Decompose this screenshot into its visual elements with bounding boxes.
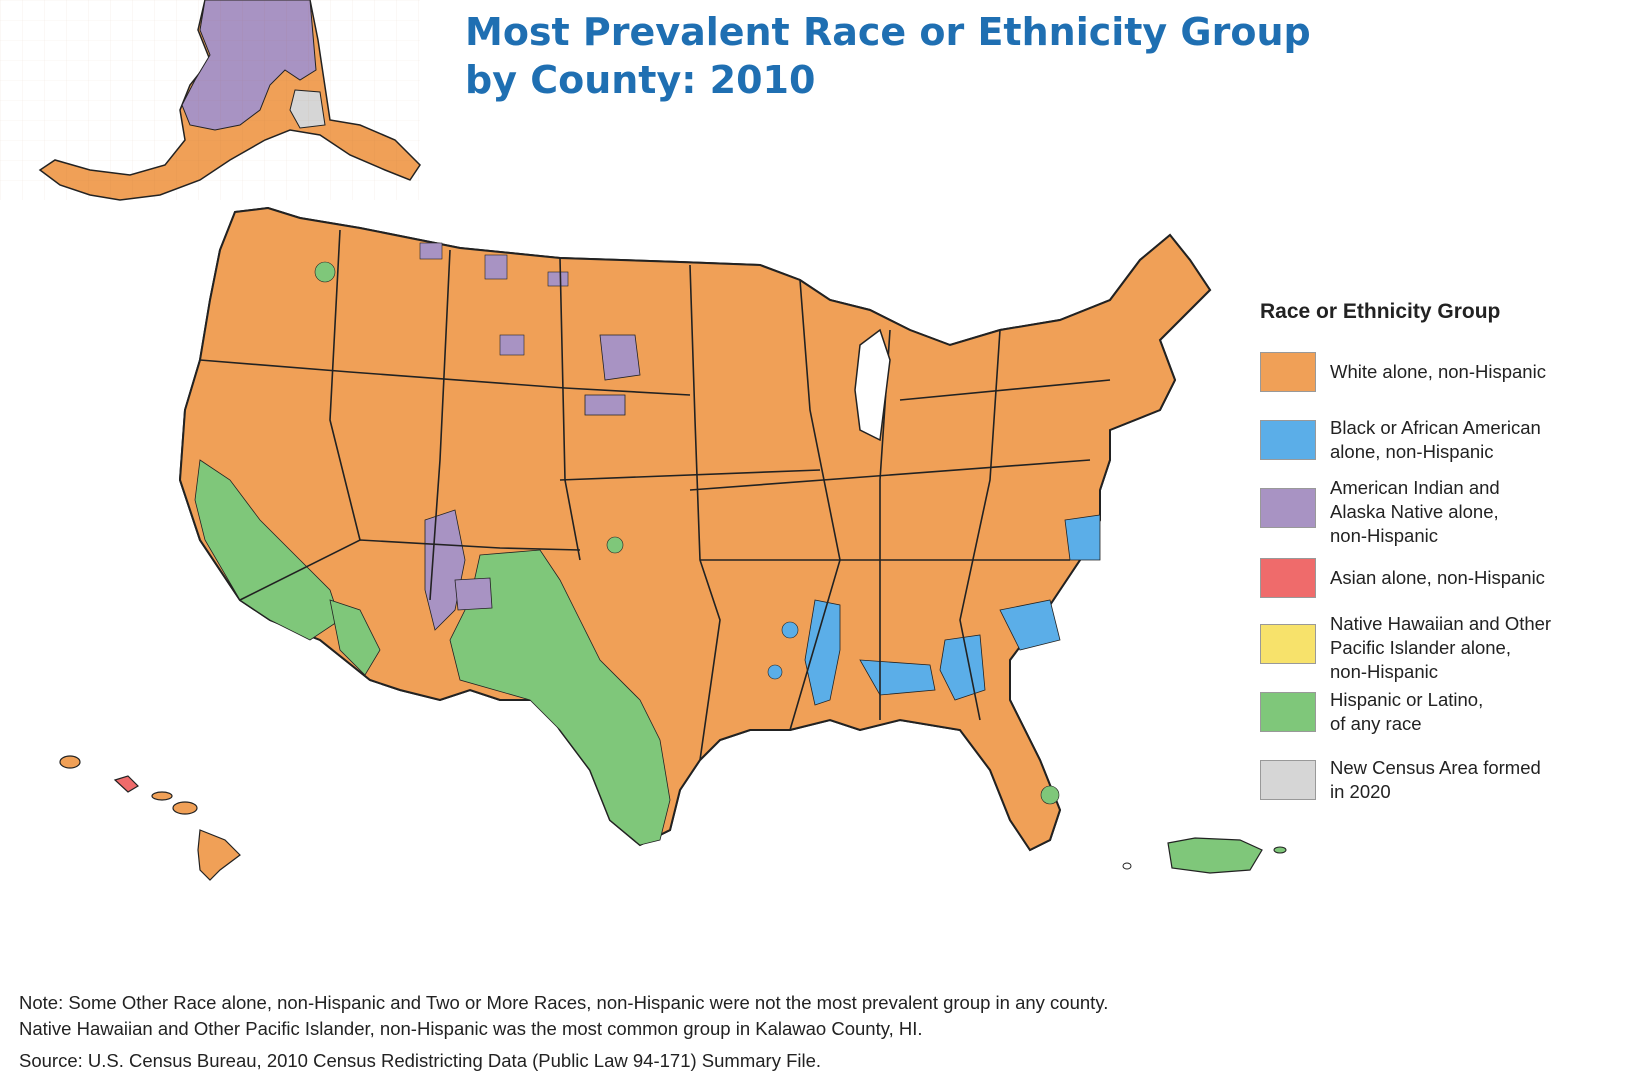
footer-note-1: Note: Some Other Race alone, non-Hispani…	[19, 992, 1109, 1013]
hawaii-region	[59, 755, 241, 881]
title-line-1: Most Prevalent Race or Ethnicity Group	[465, 10, 1311, 54]
legend-label: American Indian and Alaska Native alone,…	[1330, 477, 1500, 546]
map-title: Most Prevalent Race or Ethnicity Group b…	[465, 8, 1311, 104]
legend-label: Asian alone, non-Hispanic	[1330, 567, 1545, 588]
legend-label: White alone, non-Hispanic	[1330, 361, 1546, 382]
legend-swatch-hispanic	[1260, 692, 1316, 732]
footer-source: Source: U.S. Census Bureau, 2010 Census …	[19, 1050, 822, 1071]
map-legend: Race or Ethnicity Group White alone, non…	[1260, 300, 1630, 802]
legend-swatch-american-indian	[1260, 488, 1316, 528]
title-line-2: by County: 2010	[465, 58, 816, 102]
legend-swatch-new-census-area	[1260, 760, 1316, 800]
legend-swatch-asian	[1260, 558, 1316, 598]
legend-label: Black or African American alone, non-His…	[1330, 417, 1541, 462]
footer-note-2: Native Hawaiian and Other Pacific Island…	[19, 1018, 923, 1039]
alaska-region	[0, 0, 421, 201]
legend-swatch-native-hawaiian	[1260, 624, 1316, 664]
legend-label: New Census Area formed in 2020	[1330, 757, 1541, 802]
legend-swatch-white	[1260, 352, 1316, 392]
legend-label: Native Hawaiian and Other Pacific Island…	[1330, 613, 1552, 682]
legend-swatch-black	[1260, 420, 1316, 460]
legend-label: Hispanic or Latino, of any race	[1330, 689, 1484, 734]
contiguous-us-region	[178, 206, 1212, 852]
puerto-rico-region	[1122, 837, 1287, 874]
map-footer: Note: Some Other Race alone, non-Hispani…	[19, 990, 1619, 1074]
legend-title: Race or Ethnicity Group	[1260, 300, 1501, 323]
